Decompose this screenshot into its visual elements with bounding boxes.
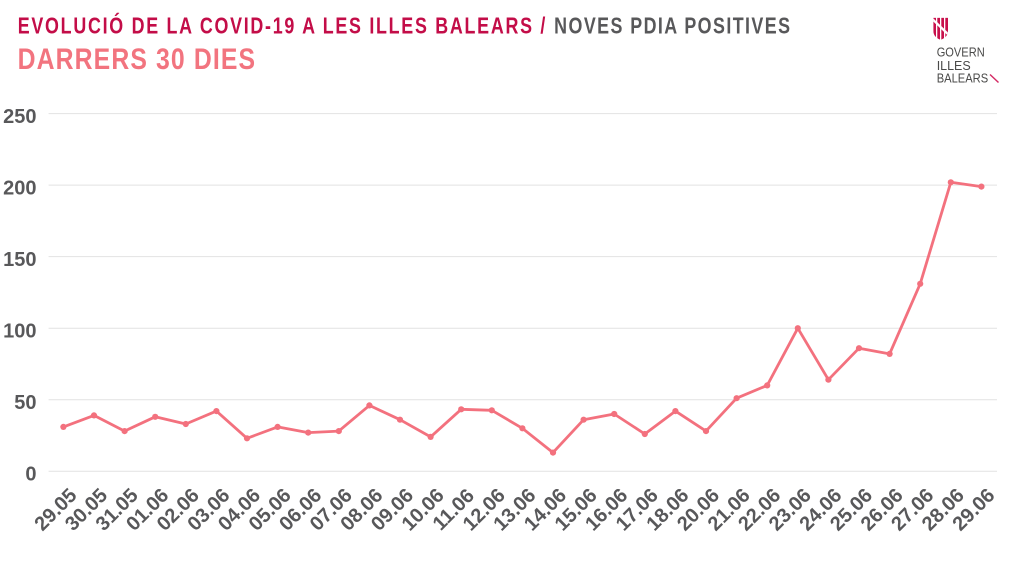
svg-text:50: 50 bbox=[14, 392, 36, 414]
svg-text:BALEARS: BALEARS bbox=[937, 71, 989, 86]
svg-text:100: 100 bbox=[3, 321, 36, 343]
svg-text:250: 250 bbox=[3, 106, 36, 128]
svg-text:EVOLUCIÓ DE LA COVID-19 A LES: EVOLUCIÓ DE LA COVID-19 A LES ILLES BALE… bbox=[18, 12, 546, 39]
svg-text:150: 150 bbox=[3, 249, 36, 271]
svg-text:GOVERN: GOVERN bbox=[937, 45, 985, 60]
svg-text:ILLES: ILLES bbox=[937, 58, 971, 73]
svg-text:0: 0 bbox=[25, 464, 36, 486]
svg-text:NOVES PDIA POSITIVES: NOVES PDIA POSITIVES bbox=[554, 13, 790, 39]
svg-text:200: 200 bbox=[3, 177, 36, 199]
svg-text:DARRERS 30 DIES: DARRERS 30 DIES bbox=[18, 42, 255, 76]
